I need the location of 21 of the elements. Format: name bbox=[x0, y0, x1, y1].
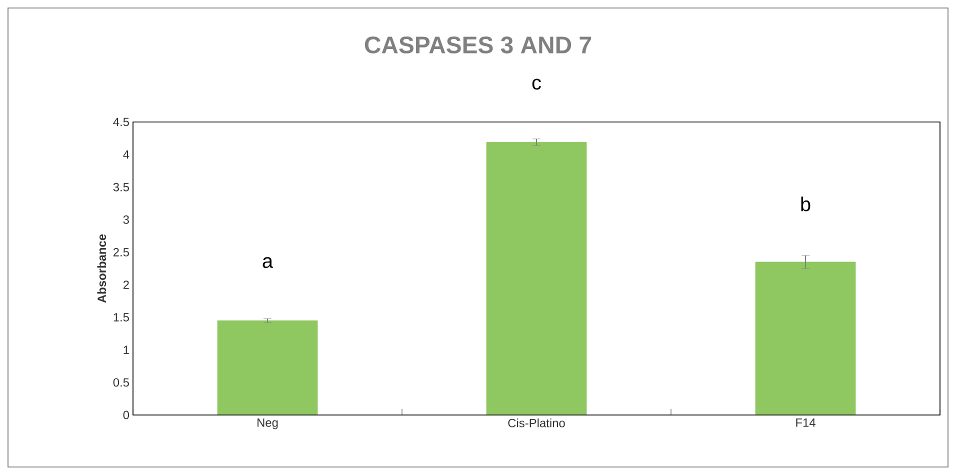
y-tick-label: 2 bbox=[123, 280, 129, 289]
annotation: a bbox=[262, 257, 274, 268]
bar bbox=[755, 262, 856, 416]
y-tick-label: 1 bbox=[124, 346, 129, 354]
x-tick-label: Cis-Platino bbox=[508, 418, 565, 428]
y-tick-label: 4.5 bbox=[113, 118, 129, 126]
y-tick-label: 3 bbox=[123, 215, 129, 224]
y-tick-label: 2.5 bbox=[113, 248, 129, 256]
x-tick-label: F14 bbox=[796, 418, 816, 427]
annotation: b bbox=[801, 196, 810, 212]
y-tick-label: 3.5 bbox=[113, 182, 129, 192]
chart-title: CASPASES 3 AND 7 bbox=[364, 36, 591, 54]
y-axis-title: Absorbance bbox=[97, 234, 106, 303]
x-tick-label: Neg bbox=[258, 418, 278, 430]
text: c bbox=[532, 78, 541, 90]
y-tick-label: 0.5 bbox=[113, 378, 129, 387]
y-tick-label: 0 bbox=[123, 410, 130, 420]
bar bbox=[486, 142, 587, 416]
y-tick-label: 4 bbox=[123, 150, 130, 159]
y-tick-label: 1.5 bbox=[114, 313, 129, 322]
bar bbox=[217, 320, 318, 416]
